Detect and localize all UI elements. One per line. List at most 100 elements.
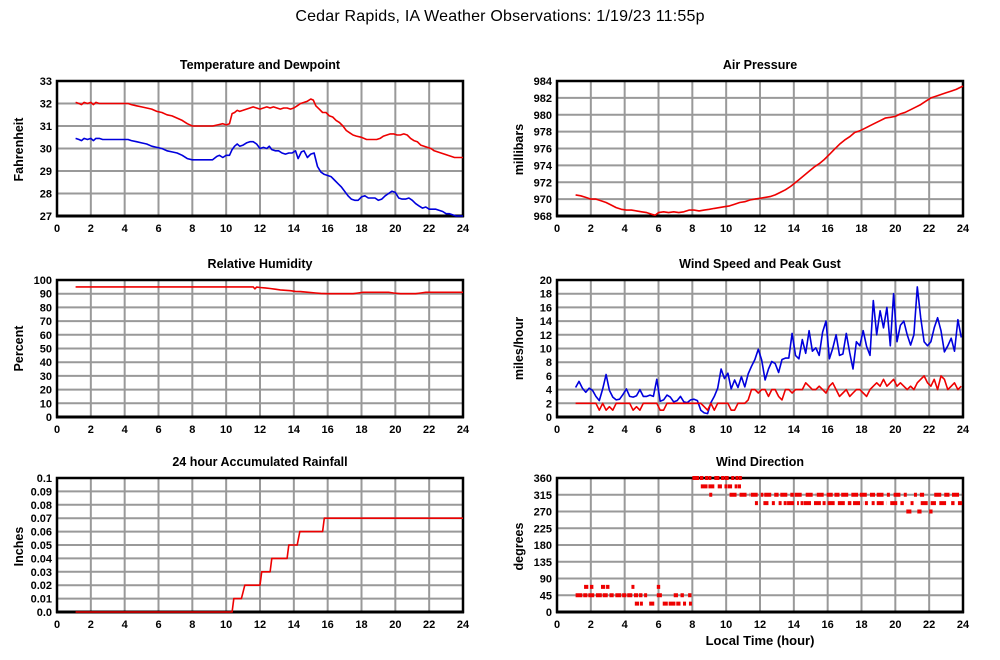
svg-text:984: 984	[534, 76, 553, 88]
svg-text:2: 2	[88, 424, 94, 436]
svg-text:27: 27	[40, 211, 52, 223]
svg-text:0: 0	[54, 619, 60, 631]
svg-text:14: 14	[788, 223, 801, 235]
svg-text:6: 6	[655, 223, 661, 235]
svg-text:16: 16	[322, 619, 334, 631]
svg-text:14: 14	[788, 619, 801, 631]
svg-text:18: 18	[855, 424, 867, 436]
svg-text:0: 0	[54, 223, 60, 235]
svg-text:24: 24	[457, 223, 470, 235]
svg-text:12: 12	[540, 330, 552, 342]
svg-text:16: 16	[322, 223, 334, 235]
svg-text:0: 0	[54, 424, 60, 436]
svg-text:6: 6	[546, 371, 552, 383]
svg-text:10: 10	[720, 223, 732, 235]
svg-text:20: 20	[389, 223, 401, 235]
svg-text:2: 2	[546, 398, 552, 410]
svg-text:22: 22	[423, 223, 435, 235]
svg-text:0: 0	[554, 424, 560, 436]
svg-text:16: 16	[822, 619, 834, 631]
svg-text:972: 972	[534, 177, 552, 189]
svg-text:45: 45	[540, 590, 552, 602]
chart-title-temperature-dewpoint: Temperature and Dewpoint	[179, 58, 341, 72]
svg-text:970: 970	[534, 194, 552, 206]
svg-text:6: 6	[155, 223, 161, 235]
svg-text:32: 32	[40, 99, 52, 111]
svg-text:0: 0	[546, 607, 552, 619]
svg-text:10: 10	[720, 424, 732, 436]
chart-relative-humidity: Relative Humidity Percent 0 2 4 6 8 10 12 14 16 1…	[0, 249, 480, 439]
svg-text:2: 2	[88, 223, 94, 235]
svg-text:4: 4	[122, 223, 129, 235]
svg-text:31: 31	[40, 121, 52, 133]
svg-text:24: 24	[957, 424, 970, 436]
svg-text:6: 6	[655, 619, 661, 631]
svg-text:24: 24	[457, 619, 470, 631]
svg-text:0.08: 0.08	[31, 500, 52, 512]
chart-title-air-pressure: Air Pressure	[722, 58, 798, 72]
svg-text:8: 8	[689, 223, 695, 235]
svg-text:976: 976	[534, 144, 552, 156]
svg-text:2: 2	[588, 223, 594, 235]
svg-text:24: 24	[457, 424, 470, 436]
svg-text:0.04: 0.04	[31, 553, 53, 565]
chart-air-pressure: Air Pressure millibars 0 2 4 6 8 10 12 14 16 18 20…	[500, 50, 984, 235]
svg-text:968: 968	[534, 211, 552, 223]
svg-text:14: 14	[288, 223, 301, 235]
relative-humidity-plot-area: 0 2 4 6 8 10 12 14 16 18 20 22 240102030405060708090…	[34, 275, 470, 436]
svg-text:4: 4	[622, 223, 629, 235]
svg-text:225: 225	[534, 523, 552, 535]
svg-text:29: 29	[40, 166, 52, 178]
svg-text:18: 18	[855, 223, 867, 235]
svg-text:974: 974	[534, 160, 553, 172]
svg-text:10: 10	[540, 344, 552, 356]
svg-text:8: 8	[189, 619, 195, 631]
svg-text:0: 0	[554, 619, 560, 631]
svg-text:20: 20	[389, 619, 401, 631]
svg-text:6: 6	[155, 619, 161, 631]
svg-text:315: 315	[534, 490, 552, 502]
svg-text:2: 2	[88, 619, 94, 631]
svg-text:0.1: 0.1	[37, 473, 52, 485]
svg-text:80: 80	[40, 302, 52, 314]
svg-text:30: 30	[40, 144, 52, 156]
svg-text:0.09: 0.09	[31, 486, 52, 498]
svg-text:12: 12	[754, 424, 766, 436]
svg-text:8: 8	[689, 619, 695, 631]
svg-text:20: 20	[540, 275, 552, 287]
svg-text:2: 2	[588, 424, 594, 436]
accumulated-rainfall-plot-area: 0 2 4 6 8 10 12 14 16 18 20 22 240.00.010.020.030.04…	[31, 473, 470, 631]
svg-text:16: 16	[322, 424, 334, 436]
svg-text:22: 22	[923, 619, 935, 631]
svg-text:0.07: 0.07	[31, 513, 52, 525]
svg-text:10: 10	[220, 424, 232, 436]
svg-text:10: 10	[720, 619, 732, 631]
svg-text:8: 8	[546, 357, 552, 369]
svg-text:180: 180	[534, 540, 552, 552]
svg-text:60: 60	[40, 330, 52, 342]
svg-text:360: 360	[534, 473, 552, 485]
svg-text:0.06: 0.06	[31, 527, 52, 539]
svg-text:22: 22	[923, 424, 935, 436]
svg-text:10: 10	[220, 223, 232, 235]
svg-text:12: 12	[254, 223, 266, 235]
svg-text:50: 50	[40, 344, 52, 356]
svg-text:100: 100	[34, 275, 52, 287]
svg-text:10: 10	[40, 398, 52, 410]
svg-text:16: 16	[822, 424, 834, 436]
svg-text:980: 980	[534, 110, 552, 122]
svg-text:982: 982	[534, 93, 552, 105]
svg-text:16: 16	[540, 302, 552, 314]
svg-text:24: 24	[957, 619, 970, 631]
svg-text:8: 8	[189, 424, 195, 436]
svg-text:22: 22	[923, 223, 935, 235]
svg-text:0: 0	[554, 223, 560, 235]
svg-text:12: 12	[254, 424, 266, 436]
svg-text:16: 16	[822, 223, 834, 235]
svg-text:70: 70	[40, 316, 52, 328]
svg-text:14: 14	[288, 424, 301, 436]
